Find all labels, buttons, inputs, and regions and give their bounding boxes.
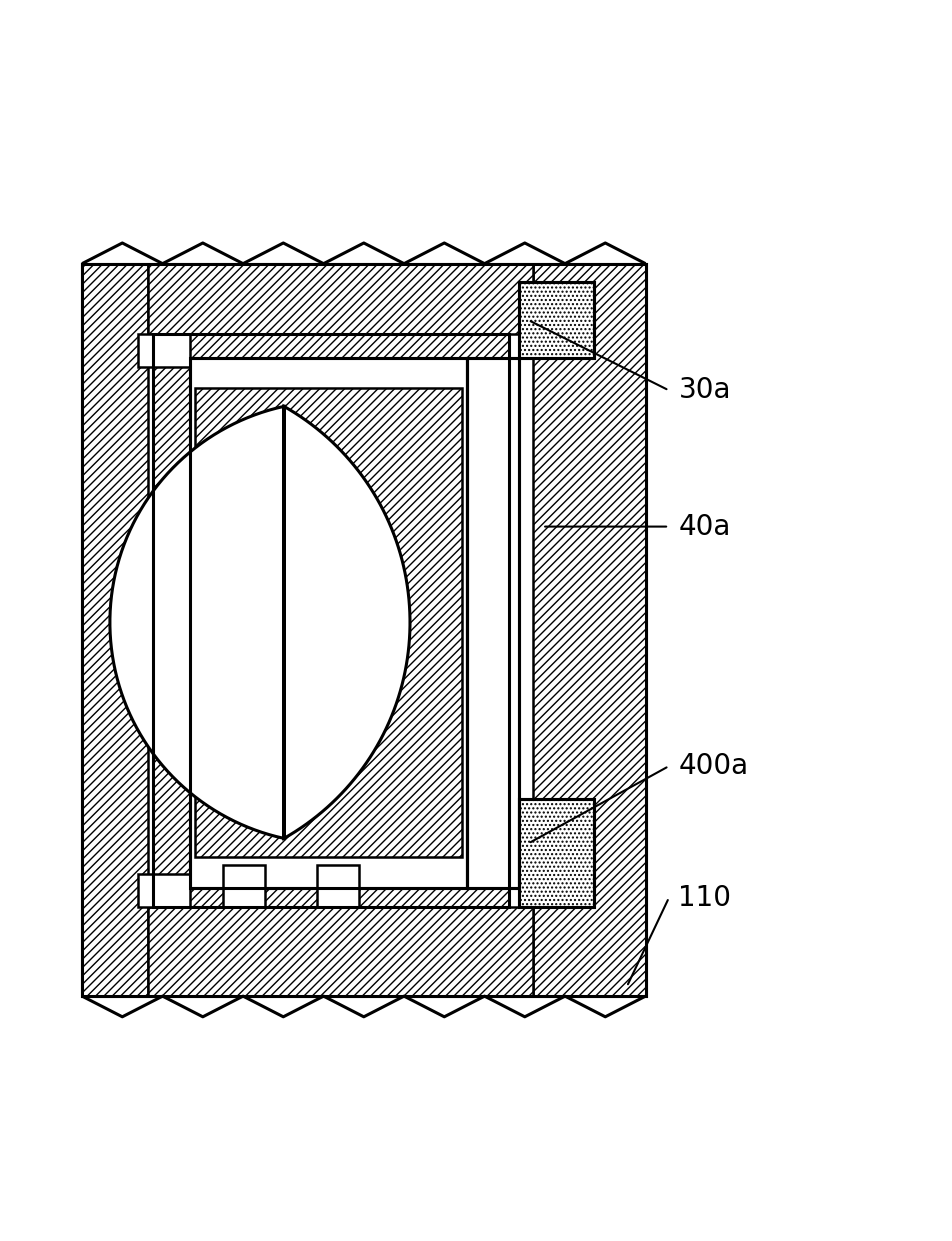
Bar — [152, 334, 508, 907]
Bar — [194, 387, 462, 858]
Text: 40a: 40a — [678, 513, 730, 541]
Bar — [148, 263, 532, 334]
Bar — [189, 357, 466, 889]
Bar — [152, 334, 508, 907]
Text: 110: 110 — [678, 884, 730, 912]
Bar — [223, 865, 265, 907]
Text: 400a: 400a — [678, 752, 747, 781]
Bar — [189, 357, 466, 889]
Bar — [518, 799, 593, 907]
Bar — [82, 263, 645, 997]
Bar — [518, 283, 593, 357]
Text: 30a: 30a — [678, 376, 730, 405]
Bar — [316, 865, 359, 907]
Bar — [138, 334, 189, 367]
Bar — [532, 263, 645, 997]
Bar — [466, 357, 518, 889]
Bar — [518, 799, 593, 907]
Bar — [518, 283, 593, 357]
Bar — [148, 907, 532, 997]
Bar — [466, 357, 518, 889]
Bar — [82, 263, 148, 997]
Bar — [138, 874, 189, 907]
Bar — [82, 263, 645, 997]
Polygon shape — [109, 406, 409, 839]
